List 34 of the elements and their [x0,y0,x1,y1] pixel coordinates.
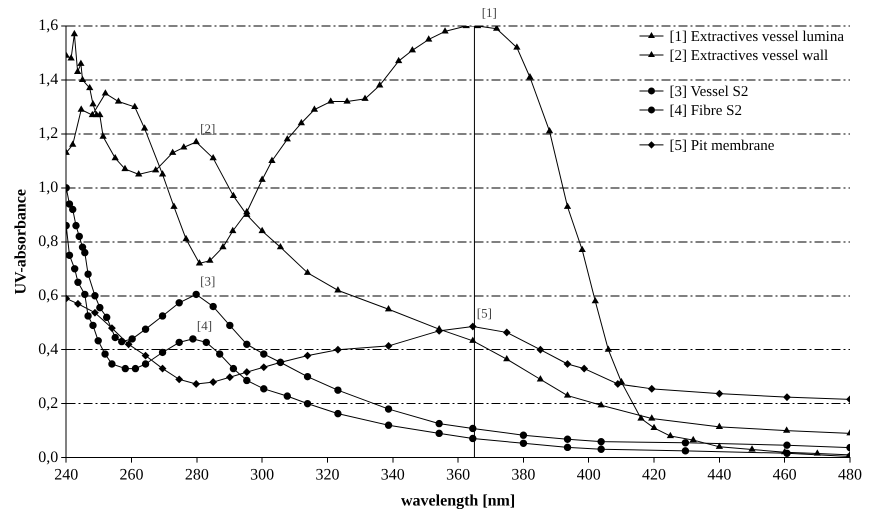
legend-label: [2] Extractives vessel wall [669,48,828,64]
x-tick-label: 360 [446,466,470,484]
x-tick-label: 300 [250,466,274,484]
annotation: [1] [482,4,497,20]
legend-label: [4] Fibre S2 [669,102,742,119]
x-axis-title: wavelength [nm] [400,492,516,510]
x-tick-label: 440 [707,466,732,484]
legend-label: [1] Extractives vessel lumina [669,28,844,45]
x-tick-label: 280 [184,466,209,484]
y-tick-label: 1,2 [38,125,58,142]
annotation: [3] [200,273,216,288]
x-tick-label: 420 [642,466,666,484]
y-tick-label: 1,6 [38,17,58,34]
x-tick-label: 320 [315,466,340,484]
x-tick-label: 460 [772,466,797,484]
legend-label: [3] Vessel S2 [669,84,748,100]
x-tick-label: 340 [380,466,405,484]
y-tick-label: 1,4 [38,71,58,88]
y-tick-label: 0,0 [38,448,58,466]
x-tick-label: 260 [120,466,144,484]
y-tick-label: 0,2 [38,394,58,412]
y-tick-label: 0,4 [38,340,58,358]
x-tick-label: 400 [576,466,601,484]
x-tick-label: 240 [54,466,78,484]
y-tick-label: 0,6 [38,286,58,304]
annotation: [4] [196,318,212,333]
annotation: [5] [476,305,492,320]
x-tick-label: 380 [511,466,536,484]
y-tick-label: 1,0 [38,179,58,196]
y-tick-label: 0,8 [38,233,58,250]
annotation: [2] [200,120,216,136]
legend-label: [5] Pit membrane [669,138,775,154]
y-axis-title: UV-absorbance [12,189,30,295]
x-tick-label: 480 [838,466,862,484]
